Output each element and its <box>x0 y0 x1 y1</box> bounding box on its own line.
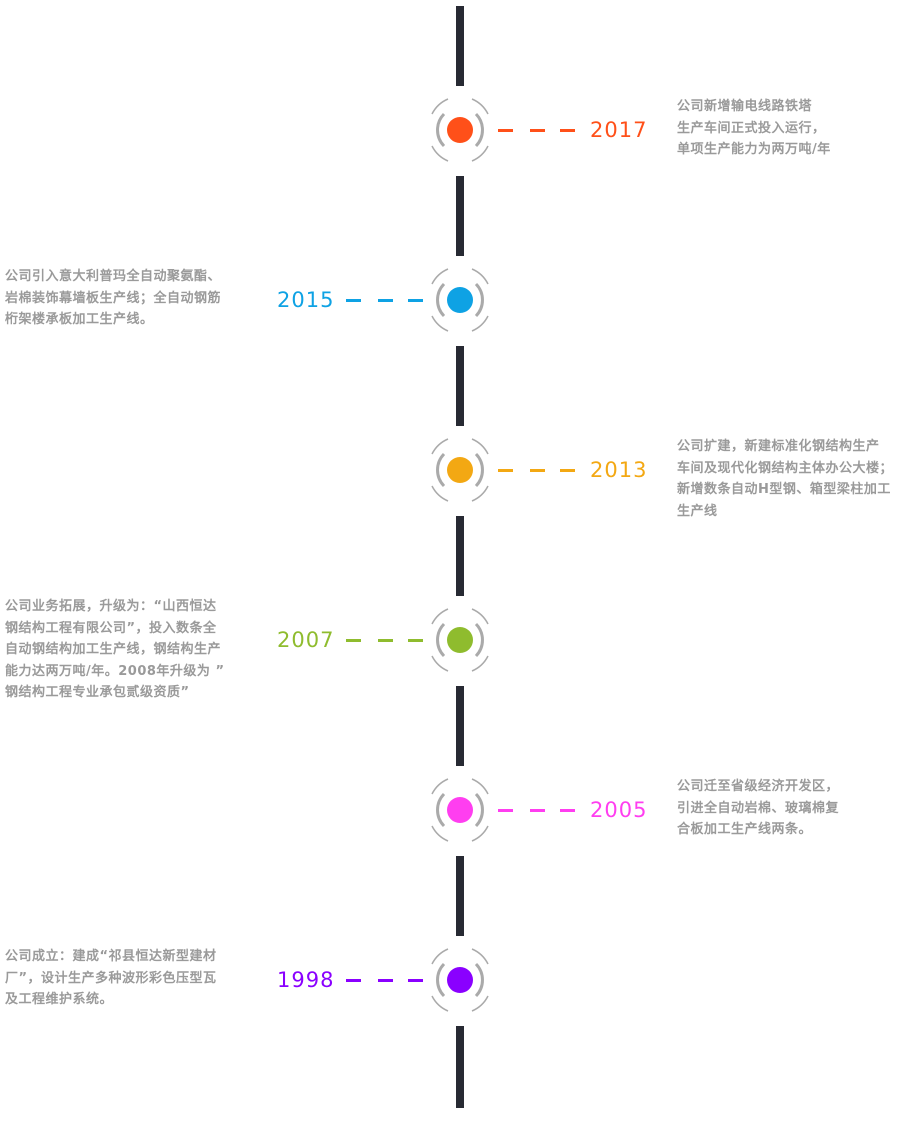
timeline-node-2013 <box>420 430 500 510</box>
description-line: 公司业务拓展，升级为：“山西恒达 <box>5 599 217 614</box>
connector-dash <box>498 129 513 132</box>
description-line: 公司新增输电线路铁塔 <box>677 99 813 114</box>
description-line: 新增数条自动H型钢、箱型梁柱加工 <box>677 482 891 497</box>
connector-dash <box>378 979 393 982</box>
connector-dash <box>346 639 361 642</box>
timeline-node-2007 <box>420 600 500 680</box>
event-description: 公司引入意大利普玛全自动聚氨酯、 岩棉装饰幕墙板生产线；全自动钢筋 桁架楼承板加工生… <box>5 266 221 331</box>
timeline-line <box>456 6 464 86</box>
connector-dash <box>346 299 361 302</box>
year-label: 2015 <box>277 288 335 312</box>
event-description: 公司迁至省级经济开发区， 引进全自动岩棉、玻璃棉复 合板加工生产线两条。 <box>677 776 839 841</box>
timeline-dot <box>447 457 473 483</box>
timeline-line <box>456 346 464 426</box>
description-line: 公司成立：建成“祁县恒达新型建材 <box>5 949 217 964</box>
connector-dash <box>530 809 545 812</box>
year-label: 2013 <box>590 458 648 482</box>
description-line: 生产线 <box>677 503 718 519</box>
event-description: 公司扩建，新建标准化钢结构生产 车间及现代化钢结构主体办公大楼； 新增数条自动H型钢… <box>677 436 893 522</box>
connector-dash <box>530 129 545 132</box>
event-description: 公司新增输电线路铁塔 生产车间正式投入运行， 单项生产能力为两万吨/年 <box>677 96 831 161</box>
connector-dash <box>530 469 545 472</box>
timeline-line <box>456 516 464 596</box>
description-line: 单项生产能力为两万吨/年 <box>677 142 831 157</box>
timeline-dot <box>447 287 473 313</box>
timeline-line <box>456 176 464 256</box>
connector-dash <box>498 809 513 812</box>
connector-dash <box>408 639 423 642</box>
description-line: 及工程维护系统。 <box>5 992 114 1007</box>
timeline-node-2005 <box>420 770 500 850</box>
description-line: 桁架楼承板加工生产线。 <box>5 312 154 327</box>
timeline-dot <box>447 967 473 993</box>
description-line: 自动钢结构加工生产线，钢结构生产 <box>5 642 222 657</box>
year-label: 1998 <box>277 968 335 992</box>
description-line: 车间及现代化钢结构主体办公大楼； <box>677 460 894 476</box>
description-line: 厂”，设计生产多种波形彩色压型瓦 <box>5 970 217 986</box>
timeline-dot <box>447 797 473 823</box>
description-line: 岩棉装饰幕墙板生产线；全自动钢筋 <box>5 290 222 306</box>
description-line: 合板加工生产线两条。 <box>677 822 813 837</box>
timeline-line <box>456 1026 464 1108</box>
connector-dash <box>378 299 393 302</box>
description-line: 引进全自动岩棉、玻璃棉复 <box>677 800 840 816</box>
description-line: 公司扩建，新建标准化钢结构生产 <box>677 439 880 454</box>
connector-dash <box>560 469 575 472</box>
timeline-dot <box>447 627 473 653</box>
description-line: 公司迁至省级经济开发区， <box>677 779 840 794</box>
connector-dash <box>378 639 393 642</box>
description-line: 生产车间正式投入运行， <box>677 120 826 136</box>
event-description: 公司业务拓展，升级为：“山西恒达 钢结构工程有限公司”，投入数条全 自动钢结构加工生… <box>5 596 225 704</box>
connector-dash <box>560 809 575 812</box>
timeline-node-2017 <box>420 90 500 170</box>
timeline-dot <box>447 117 473 143</box>
timeline-line <box>456 856 464 936</box>
event-description: 公司成立：建成“祁县恒达新型建材 厂”，设计生产多种波形彩色压型瓦 及工程维护系统。 <box>5 946 217 1011</box>
year-label: 2017 <box>590 118 648 142</box>
timeline-node-2015 <box>420 260 500 340</box>
timeline-line <box>456 686 464 766</box>
description-line: 能力达两万吨/年。2008年升级为 ” <box>5 663 225 679</box>
description-line: 公司引入意大利普玛全自动聚氨酯、 <box>5 269 222 284</box>
connector-dash <box>346 979 361 982</box>
connector-dash <box>408 979 423 982</box>
connector-dash <box>498 469 513 472</box>
year-label: 2005 <box>590 798 648 822</box>
connector-dash <box>408 299 423 302</box>
description-line: 钢结构工程专业承包贰级资质” <box>5 685 190 700</box>
description-line: 钢结构工程有限公司”，投入数条全 <box>5 620 217 636</box>
connector-dash <box>560 129 575 132</box>
year-label: 2007 <box>277 628 335 652</box>
timeline-node-1998 <box>420 940 500 1020</box>
